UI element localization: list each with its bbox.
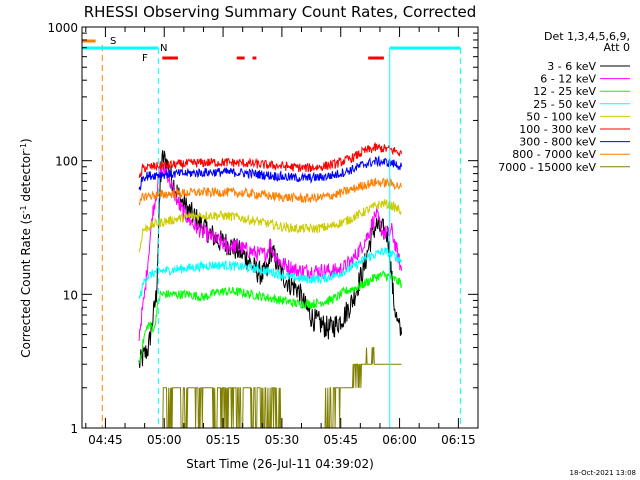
series-line-2: [138, 164, 402, 342]
y-tick-label: 1000: [47, 21, 78, 35]
legend-label-2: 6 - 12 keV: [540, 73, 596, 86]
flag-n-label: N: [160, 43, 167, 54]
x-tick-label: 04:45: [88, 433, 123, 447]
x-tick-label: 06:15: [441, 433, 476, 447]
series-line-4: [138, 247, 402, 300]
series-line-5: [138, 199, 402, 253]
series-line-6: [138, 141, 402, 179]
legend-label-8: 800 - 7000 keV: [512, 148, 596, 161]
legend-label-7: 300 - 800 keV: [519, 136, 596, 149]
x-tick-label: 05:30: [265, 433, 300, 447]
legend-label-9: 7000 - 15000 keV: [498, 161, 596, 174]
flag-f-label: F: [142, 53, 148, 64]
chart-title: RHESSI Observing Summary Count Rates, Co…: [84, 3, 477, 21]
flag-s-label: S: [110, 36, 116, 47]
x-tick-label: 05:15: [206, 433, 241, 447]
plot-timestamp: 18-Oct-2021 13:08: [570, 469, 636, 477]
x-axis-label: Start Time (26-Jul-11 04:39:02): [186, 457, 374, 471]
y-tick-label: 1: [70, 422, 78, 436]
y-tick-label: 100: [55, 155, 78, 169]
x-tick-label: 06:00: [382, 433, 417, 447]
x-tick-label: 05:00: [147, 433, 182, 447]
plot-area: S N F 1 10 100 1000 04:45 05:00 05:15 05:30 05:45 06…: [47, 21, 479, 447]
series-line-8: [138, 177, 402, 206]
legend-detectors: Det 1,3,4,5,6,9,: [544, 30, 630, 43]
legend-label-5: 50 - 100 keV: [526, 110, 596, 123]
x-tick-label: 05:45: [323, 433, 358, 447]
y-axis-label: Corrected Count Rate (s-1 detector-1): [19, 138, 33, 357]
legend-label-6: 100 - 300 keV: [519, 123, 596, 136]
plot-frame: [81, 26, 479, 429]
legend-label-4: 25 - 50 keV: [533, 98, 596, 111]
legend-label-1: 3 - 6 keV: [547, 60, 596, 73]
legend-label-3: 12 - 25 keV: [533, 85, 596, 98]
series-line-9: [139, 347, 402, 429]
y-tick-label: 10: [63, 288, 78, 302]
legend-attenuator: Att 0: [604, 41, 630, 54]
series-line-3: [138, 270, 402, 364]
series-line-7: [138, 155, 402, 191]
